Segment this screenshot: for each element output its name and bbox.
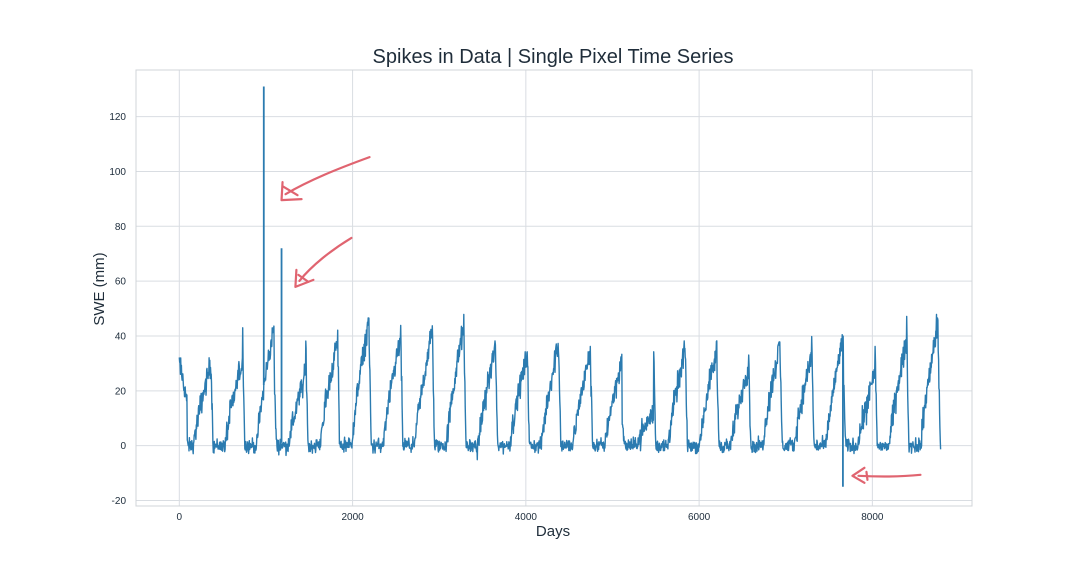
annotation-arrows: [280, 156, 922, 484]
y-tick-label: 40: [115, 331, 127, 342]
x-axis-label: Days: [536, 523, 570, 540]
x-tick-labels: 0 2000 4000 6000 8000: [177, 512, 884, 523]
annotation-arrow: [851, 466, 922, 484]
y-tick-label: 100: [109, 167, 126, 178]
x-tick-label: 0: [177, 512, 183, 523]
y-tick-labels: -20 0 20 40 60 80 100 120: [109, 112, 126, 507]
annotation-arrow: [280, 156, 371, 202]
y-tick-label: 0: [120, 441, 126, 452]
x-tick-label: 6000: [688, 512, 711, 523]
y-tick-label: 20: [115, 386, 127, 397]
chart-title: Spikes in Data | Single Pixel Time Serie…: [373, 46, 734, 68]
series-line: [178, 313, 942, 461]
annotation-arrow: [294, 236, 353, 288]
x-tick-label: 4000: [515, 512, 538, 523]
y-tick-label: 80: [115, 222, 127, 233]
grid: [136, 70, 972, 506]
y-tick-label: 60: [115, 277, 127, 288]
y-tick-label: 120: [109, 112, 126, 123]
spike-markers: [262, 86, 844, 487]
y-axis-label: SWE (mm): [91, 252, 108, 325]
y-tick-label: -20: [112, 496, 127, 507]
series-swe: [178, 313, 942, 461]
plot-frame: [135, 69, 973, 507]
x-tick-label: 2000: [341, 512, 364, 523]
x-tick-label: 8000: [861, 512, 884, 523]
